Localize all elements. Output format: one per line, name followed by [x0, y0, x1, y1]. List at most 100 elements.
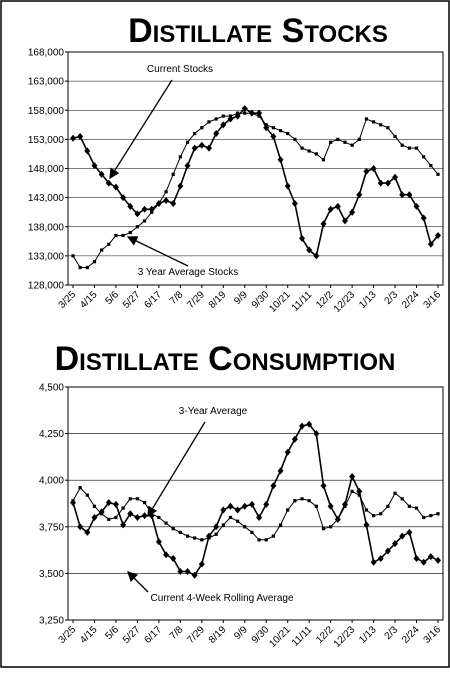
- point: [427, 553, 434, 561]
- point: [356, 487, 363, 495]
- plot-area: [67, 51, 444, 286]
- point: [256, 513, 263, 521]
- point: [314, 504, 318, 508]
- y-tick-label: 153,000: [28, 135, 65, 146]
- point: [407, 504, 411, 508]
- point: [379, 123, 383, 127]
- point: [107, 242, 111, 246]
- point: [112, 183, 119, 191]
- point: [170, 199, 177, 207]
- y-tick-label: 3,250: [39, 616, 64, 627]
- point: [220, 121, 227, 129]
- point: [400, 143, 404, 147]
- point: [248, 500, 255, 508]
- point: [205, 144, 212, 152]
- y-tick-label: 158,000: [28, 106, 65, 117]
- point: [257, 538, 261, 542]
- annotation-arrow: [126, 236, 189, 267]
- point: [78, 265, 82, 270]
- point: [435, 556, 441, 564]
- point: [320, 482, 327, 490]
- point: [429, 163, 433, 168]
- point: [191, 571, 198, 579]
- point: [321, 527, 326, 531]
- point: [70, 134, 76, 142]
- point: [343, 140, 347, 144]
- y-tick-label: 168,000: [28, 48, 65, 59]
- point: [393, 491, 397, 495]
- point: [435, 231, 441, 239]
- y-tick-label: 163,000: [28, 77, 65, 88]
- chart-title: Distillate Stocks: [128, 12, 388, 50]
- series-line: [72, 423, 439, 577]
- point: [271, 126, 275, 130]
- point: [241, 502, 248, 510]
- point: [91, 513, 98, 521]
- point: [191, 144, 198, 152]
- point: [327, 205, 334, 213]
- point: [277, 156, 284, 164]
- point: [84, 528, 91, 536]
- point: [134, 210, 141, 218]
- point: [386, 126, 390, 130]
- point: [371, 120, 376, 124]
- annotation-arrow: [147, 421, 206, 518]
- point: [112, 500, 119, 508]
- series-line: [72, 112, 439, 268]
- point: [329, 525, 333, 529]
- point: [243, 525, 247, 529]
- point: [127, 202, 134, 210]
- point: [120, 521, 127, 529]
- point: [150, 210, 154, 214]
- point: [243, 111, 247, 115]
- point: [164, 190, 168, 194]
- point: [227, 502, 234, 510]
- point: [363, 521, 370, 529]
- y-tick-label: 3,500: [39, 569, 64, 580]
- point: [155, 538, 162, 546]
- point: [286, 508, 290, 512]
- chart-title: Distillate Consumption: [55, 340, 396, 378]
- point: [336, 137, 340, 141]
- point: [121, 506, 125, 510]
- point: [350, 489, 354, 493]
- annotation: Current Stocks: [147, 64, 213, 75]
- point: [185, 140, 190, 144]
- point: [429, 514, 433, 518]
- point: [207, 120, 211, 124]
- point: [422, 155, 426, 159]
- point: [221, 523, 225, 527]
- point: [329, 140, 333, 144]
- point: [170, 554, 177, 562]
- point: [306, 420, 313, 428]
- point: [85, 493, 89, 497]
- point: [414, 506, 419, 510]
- point: [413, 202, 420, 210]
- point: [278, 129, 283, 133]
- point: [364, 117, 369, 121]
- point: [177, 182, 184, 190]
- point: [214, 117, 218, 121]
- point: [177, 568, 184, 576]
- point: [349, 472, 356, 480]
- point: [300, 497, 304, 501]
- point: [286, 131, 290, 136]
- point: [377, 179, 384, 187]
- point: [135, 225, 140, 229]
- point: [77, 132, 84, 140]
- point: [228, 515, 233, 520]
- y-tick-label: 4,500: [39, 383, 64, 394]
- point: [334, 202, 341, 210]
- point: [313, 252, 320, 260]
- point: [341, 217, 348, 225]
- point: [307, 149, 311, 153]
- point: [157, 201, 161, 206]
- point: [320, 220, 327, 228]
- point: [400, 497, 404, 501]
- point: [171, 172, 175, 176]
- point: [135, 497, 140, 501]
- point: [85, 265, 89, 270]
- point: [184, 568, 191, 576]
- point: [370, 558, 377, 566]
